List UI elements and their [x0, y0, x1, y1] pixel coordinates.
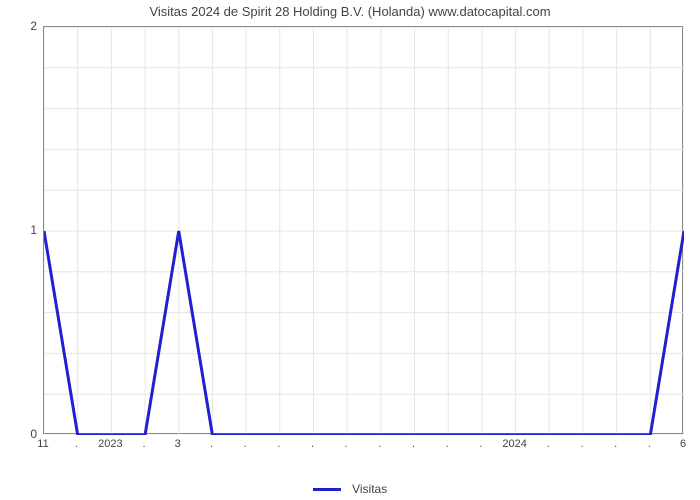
plot-area [43, 26, 683, 434]
plot-svg [44, 27, 684, 435]
x-tick-label: . [143, 438, 146, 450]
x-tick-label: . [580, 438, 583, 450]
x-tick-label: . [75, 438, 78, 450]
x-tick-label: . [412, 438, 415, 450]
x-tick-label: 3 [175, 438, 181, 450]
y-tick-label: 0 [30, 427, 37, 441]
x-tick-label: . [547, 438, 550, 450]
chart-container: Visitas 2024 de Spirit 28 Holding B.V. (… [0, 0, 700, 500]
chart-title: Visitas 2024 de Spirit 28 Holding B.V. (… [0, 4, 700, 19]
x-tick-label: . [479, 438, 482, 450]
x-tick-label: . [378, 438, 381, 450]
x-tick-label: . [648, 438, 651, 450]
y-tick-label: 2 [30, 19, 37, 33]
x-tick-label: 2023 [98, 438, 122, 450]
y-tick-label: 1 [30, 223, 37, 237]
x-tick-label: . [614, 438, 617, 450]
legend: Visitas [0, 481, 700, 496]
x-tick-label: . [244, 438, 247, 450]
x-tick-label: . [446, 438, 449, 450]
x-tick-label: . [210, 438, 213, 450]
x-tick-label: . [345, 438, 348, 450]
x-tick-label: . [277, 438, 280, 450]
x-tick-label: 2024 [502, 438, 526, 450]
x-tick-label: 11 [37, 438, 48, 450]
x-tick-label: . [311, 438, 314, 450]
x-tick-label: 6 [680, 438, 686, 450]
legend-line-icon [313, 488, 341, 491]
legend-label: Visitas [352, 482, 387, 496]
